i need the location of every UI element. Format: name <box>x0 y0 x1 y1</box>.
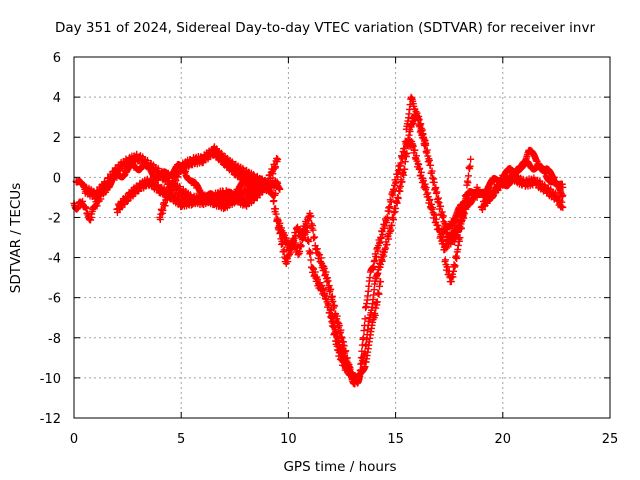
y-tick-label: 2 <box>53 131 61 146</box>
x-tick-label: 5 <box>177 432 185 447</box>
data-point <box>392 204 400 212</box>
data-point <box>272 163 280 171</box>
data-point <box>270 197 278 205</box>
y-tick-label: 0 <box>53 171 61 186</box>
y-tick-label: 6 <box>53 51 61 66</box>
data-point <box>454 241 462 249</box>
y-tick-label: -2 <box>48 211 61 226</box>
data-point <box>467 155 475 163</box>
x-tick-label: 20 <box>495 432 512 447</box>
data-point <box>311 233 319 241</box>
x-tick-label: 15 <box>387 432 404 447</box>
data-point <box>159 206 167 214</box>
y-tick-label: 4 <box>53 91 61 106</box>
data-point <box>435 199 443 207</box>
data-point <box>430 178 438 186</box>
y-tick-label: -6 <box>48 292 61 307</box>
data-point <box>396 182 404 190</box>
x-tick-label: 10 <box>280 432 297 447</box>
y-tick-label: -4 <box>48 252 61 267</box>
x-tick-label: 0 <box>70 432 78 447</box>
y-tick-label: -12 <box>40 412 61 427</box>
data-point <box>386 203 394 211</box>
y-tick-label: -10 <box>40 372 61 387</box>
data-point <box>375 290 383 298</box>
y-tick-label: -8 <box>48 332 61 347</box>
chart-title: Day 351 of 2024, Sidereal Day-to-day VTE… <box>55 20 595 36</box>
data-point <box>274 155 282 163</box>
y-axis-label: SDTVAR / TECUs <box>8 183 24 293</box>
data-point <box>451 262 459 270</box>
data-point <box>464 172 472 180</box>
data-point <box>164 192 172 200</box>
data-points <box>70 93 567 388</box>
data-point <box>272 189 280 197</box>
data-point <box>307 256 315 264</box>
x-axis-label: GPS time / hours <box>283 459 396 475</box>
x-tick-label: 25 <box>602 432 619 447</box>
